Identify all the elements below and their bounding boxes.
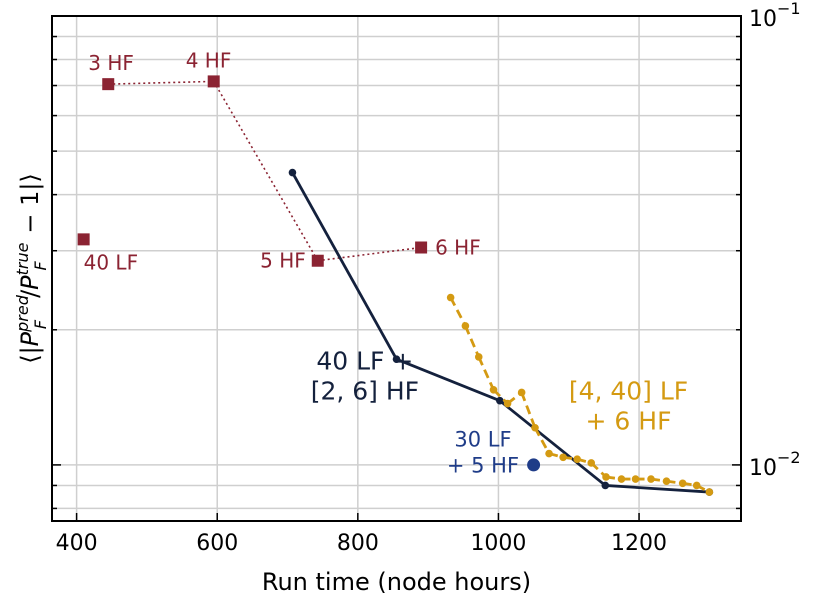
data-point [545,449,553,458]
series-mf_2_6 [288,168,714,496]
series-line-segment [317,246,422,262]
data-point [392,355,401,363]
data-point [446,293,455,302]
data-point-square [207,75,220,88]
data-point [705,488,714,496]
data-point [474,353,483,361]
data-point-label: 3 HF [88,51,134,75]
data-point [527,458,541,472]
x-tick-label: 1200 [611,531,667,556]
annotation: [4, 40] LF+ 6 HF [569,376,688,435]
series-single_40lf: 40 LF [77,233,138,274]
series-line-segment [449,296,467,327]
series-line-segment [520,391,537,429]
data-point-square [311,254,324,267]
x-axis-title: Run time (node hours) [262,568,531,596]
data-point [573,455,581,463]
x-tick-label: 400 [56,531,98,556]
chart-annotations: 40 LF +[2, 6] HF [4, 40] LF+ 6 HF 30 LF+ 5… [311,347,689,478]
data-point [662,477,671,485]
annotation-line: [4, 40] LF [569,376,688,405]
data-point [531,423,539,432]
data-point [647,475,655,483]
x-tick-label: 800 [337,531,379,556]
series-line-segment [477,356,495,391]
data-point-square [415,241,428,254]
annotation-line: [2, 6] HF [311,377,419,406]
data-point [631,475,640,483]
series-line-segment [213,81,319,262]
plot-frame [51,15,742,522]
series-single_fidelity: 3 HF 4 HF 5 HF 6 HF [88,48,480,272]
x-tick-label: 1000 [470,531,526,556]
annotation-line: + 6 HF [586,406,672,435]
data-point-label: 5 HF [260,249,306,273]
annotation-line: 30 LF [454,427,511,451]
data-point-square [102,78,115,91]
data-point [489,386,498,394]
data-point-label: 40 LF [84,250,138,274]
y-axis-title: ⟨|PpredF/PtrueF − 1|⟩ [13,173,50,364]
data-point [678,479,687,488]
y-tick-label: 10−1 [749,0,801,32]
series-line-segment [395,357,501,403]
grid-lines [52,15,741,521]
data-point-square [77,233,90,246]
series-point_30lf [527,458,541,472]
data-point [517,388,526,397]
annotation: 30 LF+ 5 HF [447,427,519,477]
data-point [692,481,701,490]
data-point [288,168,297,177]
chart-series: 3 HF 4 HF 5 HF 6 HF 40 LF [77,48,714,496]
data-point [617,475,626,483]
series-line-segment [291,171,398,360]
series-line-segment [108,80,214,85]
data-point [461,322,470,330]
data-point [496,396,504,405]
y-tick-label: 10−2 [749,448,801,481]
series-line-segment [605,484,710,494]
data-point [587,459,596,467]
series-line-segment [464,325,481,358]
series-mf_4_40 [446,293,714,496]
series-line-segment [533,427,551,455]
data-point-label: 6 HF [435,236,481,260]
data-point-label: 4 HF [186,48,232,72]
data-point [503,399,512,408]
data-point [601,481,610,490]
annotation: 40 LF +[2, 6] HF [311,347,419,406]
annotation-line: + 5 HF [447,453,519,477]
x-tick-label: 600 [196,531,238,556]
series-line-segment [498,399,607,487]
data-point [559,453,567,462]
axis-ticks: 400 600 800 1000 1200 10−2 10−1 [52,0,801,556]
data-point [602,473,610,481]
annotation-line: 40 LF + [316,347,413,376]
